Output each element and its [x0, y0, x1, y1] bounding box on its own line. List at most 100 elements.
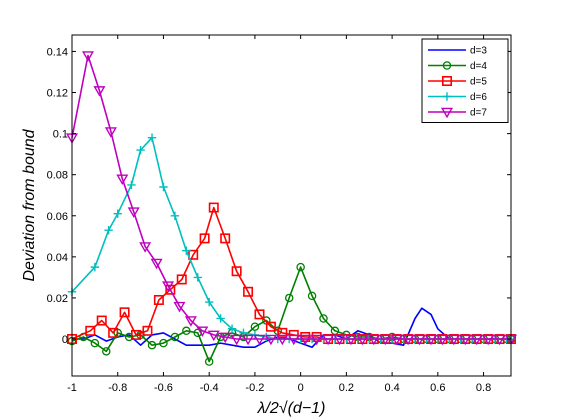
legend-label: d=7 [470, 108, 487, 119]
data-point [170, 332, 180, 342]
data-point [208, 202, 219, 213]
y-axis-title: Deviation from bound [21, 128, 38, 281]
x-tick-label: -0.4 [200, 382, 219, 394]
data-point [254, 309, 265, 320]
data-point [102, 347, 111, 356]
data-point [159, 182, 168, 192]
data-point [204, 357, 214, 366]
data-point [127, 207, 140, 218]
data-point [344, 334, 357, 346]
data-point [108, 327, 119, 338]
series-d-7 [65, 51, 518, 346]
x-axis: -1 -0.8 -0.6 -0.4 -0.2 0 0.2 0.4 0.6 0.8 [67, 35, 491, 394]
data-point [104, 225, 113, 235]
data-point [170, 211, 180, 220]
data-point [231, 266, 242, 277]
y-tick-label: 0.14 [47, 46, 68, 58]
legend-label: d=4 [470, 61, 487, 72]
data-point [277, 327, 288, 338]
x-tick-label: -1 [67, 382, 77, 394]
data-point [493, 334, 506, 346]
data-point [85, 325, 96, 336]
data-point [482, 334, 495, 346]
x-tick-label: 0.2 [339, 382, 354, 394]
data-point [470, 334, 483, 346]
data-point [219, 332, 232, 344]
data-point [319, 314, 328, 323]
data-point [159, 338, 168, 348]
data-point [436, 334, 449, 346]
data-point [413, 334, 426, 346]
data-point [299, 334, 312, 346]
data-point [142, 325, 153, 336]
x-tick-label: -0.6 [154, 382, 173, 394]
data-point [367, 334, 380, 346]
data-point [81, 51, 95, 62]
data-point [250, 322, 260, 331]
x-axis-title: λ/2√(d−1) [257, 400, 326, 417]
legend: d=3 d=4 d=5 d=6 d=7 [421, 38, 509, 123]
data-point [188, 249, 199, 260]
x-tick-label: 0.6 [430, 382, 445, 394]
data-point [284, 293, 294, 303]
y-tick-label: 0.06 [47, 211, 68, 223]
data-point [96, 315, 107, 326]
data-point [196, 326, 209, 338]
y-tick-label: 0.12 [47, 88, 68, 100]
data-point [136, 145, 145, 155]
data-point [379, 334, 392, 346]
data-point [90, 338, 100, 348]
data-point [333, 334, 346, 346]
legend-marker [442, 92, 452, 101]
y-tick-label: 0.1 [53, 129, 68, 141]
y-tick-label: 0.08 [47, 170, 68, 182]
data-point [173, 301, 186, 313]
data-point [447, 334, 460, 346]
data-point [124, 332, 134, 342]
x-tick-label: 0.4 [384, 382, 399, 394]
data-point [116, 174, 129, 186]
data-point [104, 127, 117, 138]
data-point [150, 258, 163, 270]
legend-marker [440, 107, 454, 119]
data-point [242, 334, 255, 346]
data-point [265, 321, 276, 332]
x-tick-label: -0.8 [108, 382, 127, 394]
data-point [296, 262, 305, 272]
data-point [204, 297, 214, 307]
data-point [230, 334, 243, 346]
x-tick-label: 0 [298, 382, 304, 394]
data-point [220, 233, 231, 244]
data-point [310, 334, 323, 346]
y-tick-label: 0.02 [47, 293, 68, 305]
data-point [322, 334, 335, 346]
legend-label: d=3 [470, 46, 487, 57]
data-point [139, 242, 152, 253]
data-point [207, 330, 220, 342]
y-tick-label: 0.04 [47, 252, 68, 264]
y-axis: 0 0.02 0.04 0.06 0.08 0.1 0.12 0.14 [47, 46, 511, 346]
data-point [127, 180, 136, 190]
data-point [153, 294, 164, 305]
data-point [287, 334, 300, 346]
data-point [147, 133, 157, 142]
legend-label: d=6 [470, 92, 487, 103]
data-point [176, 274, 187, 285]
data-point [276, 334, 289, 346]
data-point [119, 307, 130, 318]
plot-frame [71, 34, 512, 377]
data-point [264, 334, 277, 346]
series-line [71, 54, 511, 340]
data-point [216, 314, 225, 323]
data-point [199, 233, 210, 244]
data-point [184, 316, 197, 327]
data-point [182, 246, 191, 255]
data-point [93, 86, 106, 97]
data-point [193, 273, 202, 282]
data-point [402, 334, 415, 346]
data-point [162, 281, 175, 292]
data-point [253, 334, 266, 346]
data-point [227, 324, 237, 333]
